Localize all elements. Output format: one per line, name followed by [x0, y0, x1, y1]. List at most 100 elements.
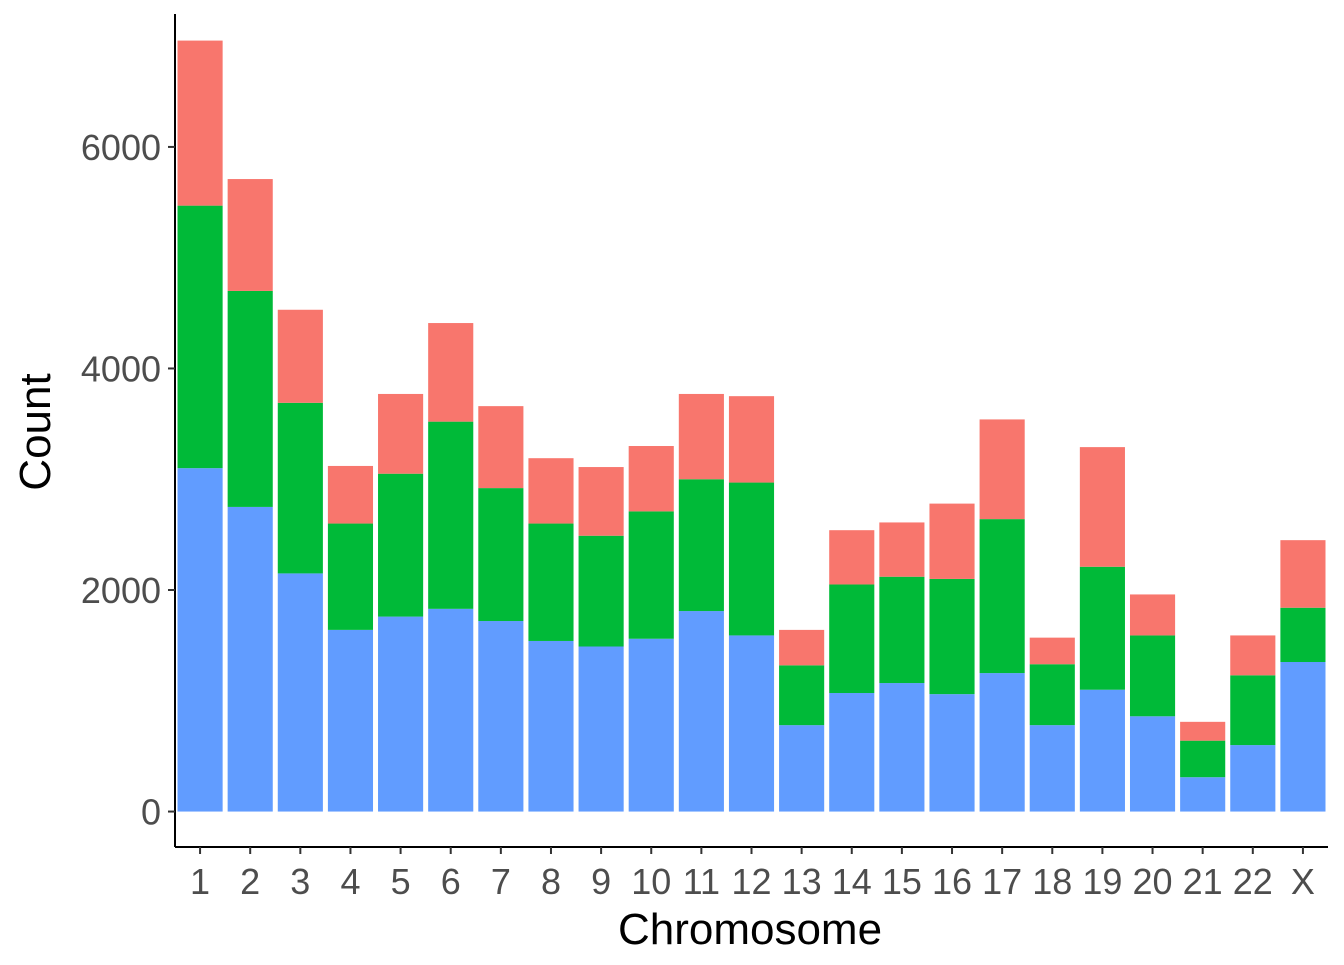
x-tick-label-22: 22 [1233, 861, 1273, 902]
y-tick-label-6000: 6000 [81, 127, 161, 168]
bar-segment-X-series-2 [1280, 607, 1326, 663]
bar-segment-7-series-2 [478, 488, 524, 622]
bar-segment-10-series-2 [628, 511, 674, 639]
bar-segment-11-series-3 [678, 393, 724, 480]
bar-segment-X-series-3 [1280, 540, 1326, 608]
bar-segment-9-series-1 [578, 646, 624, 812]
x-tick-label-18: 18 [1032, 861, 1072, 902]
y-tick-label-2000: 2000 [81, 570, 161, 611]
bar-segment-20-series-1 [1129, 716, 1176, 812]
bar-segment-6-series-2 [428, 421, 474, 609]
x-tick-label-7: 7 [491, 861, 511, 902]
bar-segment-3-series-3 [277, 309, 323, 403]
bar-segment-15-series-2 [879, 576, 925, 684]
bars-layer [177, 40, 1326, 812]
bar-segment-8-series-1 [528, 640, 574, 812]
bar-segment-10-series-1 [628, 638, 674, 812]
bar-segment-19-series-2 [1079, 566, 1125, 690]
bar-segment-21-series-3 [1180, 721, 1226, 741]
x-tick-label-19: 19 [1082, 861, 1122, 902]
x-tick-label-16: 16 [932, 861, 972, 902]
bar-segment-X-series-1 [1280, 662, 1326, 812]
x-tick-label-15: 15 [882, 861, 922, 902]
x-tick-label-20: 20 [1133, 861, 1173, 902]
bar-segment-16-series-2 [929, 578, 975, 695]
bar-segment-13-series-2 [779, 665, 825, 726]
bar-segment-4-series-1 [327, 629, 374, 812]
bar-segment-19-series-3 [1079, 447, 1125, 567]
x-ticks: 1 2 3 4 5 6 7 8 9 10 11 12 13 14 15 16 17 18 19 20 21 22 X [190, 847, 1315, 902]
bar-segment-16-series-3 [929, 503, 975, 579]
bar-segment-2-series-2 [227, 290, 273, 507]
x-tick-label-2: 2 [240, 861, 260, 902]
x-tick-label-4: 4 [340, 861, 360, 902]
bar-segment-7-series-1 [478, 621, 524, 812]
x-tick-label-1: 1 [190, 861, 210, 902]
bar-segment-17-series-1 [979, 673, 1025, 812]
bar-segment-8-series-2 [528, 523, 574, 641]
bar-segment-15-series-3 [879, 522, 925, 577]
bar-segment-3-series-1 [277, 573, 323, 812]
bar-segment-3-series-2 [277, 402, 323, 574]
bar-segment-8-series-3 [528, 458, 574, 524]
bar-segment-18-series-2 [1029, 664, 1075, 726]
bar-segment-1-series-2 [177, 205, 223, 469]
bar-segment-13-series-1 [779, 725, 825, 812]
bar-segment-4-series-2 [327, 523, 374, 630]
bar-segment-4-series-3 [327, 465, 374, 524]
x-tick-label-3: 3 [290, 861, 310, 902]
bar-segment-1-series-1 [177, 468, 223, 812]
x-tick-label-13: 13 [782, 861, 822, 902]
x-tick-label-5: 5 [391, 861, 411, 902]
bar-segment-12-series-1 [728, 635, 775, 812]
bar-segment-2-series-1 [227, 506, 273, 812]
bar-segment-5-series-2 [378, 473, 424, 617]
bar-segment-19-series-1 [1079, 689, 1125, 812]
bar-segment-20-series-3 [1129, 594, 1176, 636]
bar-segment-22-series-2 [1230, 675, 1276, 746]
bar-segment-15-series-1 [879, 683, 925, 812]
bar-segment-11-series-2 [678, 479, 724, 612]
x-tick-label-11: 11 [683, 861, 720, 902]
x-tick-label-8: 8 [541, 861, 561, 902]
y-ticks: 0 2000 4000 6000 [81, 127, 175, 833]
x-tick-label-14: 14 [832, 861, 872, 902]
x-tick-label-21: 21 [1183, 861, 1223, 902]
bar-segment-2-series-3 [227, 179, 273, 291]
bar-segment-9-series-2 [578, 535, 624, 647]
x-tick-label-12: 12 [731, 861, 771, 902]
bar-segment-11-series-1 [678, 611, 724, 812]
y-axis-title: Count [11, 373, 60, 490]
bar-segment-12-series-3 [728, 396, 775, 483]
bar-segment-18-series-1 [1029, 725, 1075, 812]
y-tick-label-4000: 4000 [81, 348, 161, 389]
bar-segment-13-series-3 [779, 629, 825, 666]
bar-segment-7-series-3 [478, 406, 524, 489]
x-axis-title: Chromosome [618, 905, 882, 954]
bar-segment-20-series-2 [1129, 635, 1176, 717]
bar-segment-17-series-3 [979, 419, 1025, 520]
bar-segment-22-series-1 [1230, 745, 1276, 812]
bar-segment-16-series-1 [929, 694, 975, 812]
bar-segment-21-series-2 [1180, 740, 1226, 778]
x-tick-label-6: 6 [441, 861, 461, 902]
bar-segment-14-series-3 [829, 530, 875, 585]
bar-segment-5-series-1 [378, 616, 424, 812]
bar-segment-5-series-3 [378, 393, 424, 474]
bar-segment-10-series-3 [628, 446, 674, 512]
bar-segment-14-series-1 [829, 693, 875, 812]
bar-segment-9-series-3 [578, 467, 624, 536]
bar-segment-21-series-1 [1180, 777, 1226, 812]
bar-segment-17-series-2 [979, 519, 1025, 674]
bar-segment-6-series-1 [428, 608, 474, 812]
bar-segment-22-series-3 [1230, 635, 1276, 676]
bar-segment-18-series-3 [1029, 637, 1075, 665]
x-tick-label-9: 9 [591, 861, 611, 902]
x-tick-label-X: X [1291, 861, 1315, 902]
y-tick-label-0: 0 [141, 792, 161, 833]
bar-segment-12-series-2 [728, 482, 775, 636]
bar-segment-1-series-3 [177, 40, 223, 206]
bar-segment-14-series-2 [829, 584, 875, 694]
